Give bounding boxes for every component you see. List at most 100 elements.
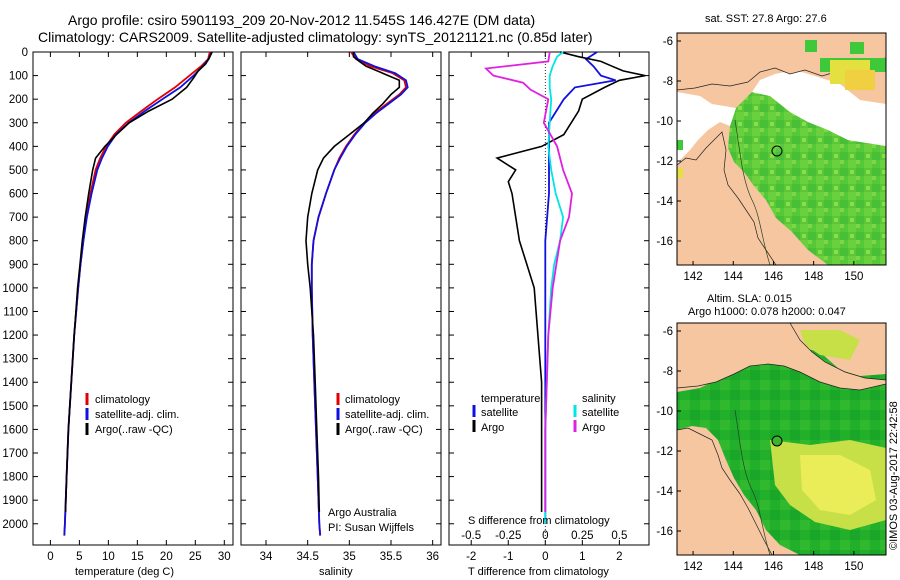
map-y-tick-label: -16 — [656, 236, 673, 248]
x-tick-label-top: -0.5 — [461, 530, 481, 542]
map-y-tick-label: -16 — [656, 526, 673, 538]
plot-frame — [240, 51, 442, 546]
legend-label-argo: Argo(..raw -QC) — [345, 424, 423, 436]
x-tick-label-top: -0.25 — [495, 530, 521, 542]
depth-tick-label: 100 — [9, 71, 28, 83]
sla-australia-land — [677, 427, 773, 555]
sst-map-title: sat. SST: 27.8 Argo: 27.6 — [705, 13, 827, 25]
depth-tick-label: 700 — [9, 212, 28, 224]
sla-map-frame — [676, 322, 887, 556]
series-line-climatology — [310, 51, 407, 536]
imos-credit: ©IMOS 03-Aug-2017 22:42:58 — [888, 401, 900, 550]
sla-map-subtitle: Argo h1000: 0.078 h2000: 0.047 — [688, 306, 846, 318]
series-line-argo-raw-qc- — [64, 51, 213, 513]
x-tick-label: 15 — [131, 551, 144, 563]
sst-australia-land — [677, 131, 777, 265]
plot-frame — [32, 51, 234, 546]
x-tick-label: 5 — [76, 551, 82, 563]
map-x-tick-label: 146 — [764, 271, 783, 283]
depth-tick-label: 1500 — [2, 401, 28, 413]
series-line-salinity-argo — [483, 51, 573, 512]
series-line-satellite-adj-clim- — [63, 51, 213, 536]
sla-png-land — [677, 323, 886, 391]
sst-patch — [677, 140, 683, 150]
x-tick-label: 10 — [102, 551, 115, 563]
depth-tick-label: 1600 — [2, 424, 28, 436]
depth-tick-label: 1000 — [2, 283, 28, 295]
series-line-satellite-adj-clim- — [310, 51, 409, 536]
x-tick-label: 0 — [542, 551, 548, 563]
sst-ocean-field — [728, 92, 886, 265]
depth-tick-label: 900 — [9, 259, 28, 271]
sst-map-frame — [676, 32, 887, 266]
sla-yellow-core — [800, 455, 876, 515]
sla-map-title: Altim. SLA: 0.015 — [707, 293, 792, 305]
map-x-tick-label: 146 — [764, 561, 783, 573]
map-x-tick-label: 144 — [724, 271, 744, 283]
depth-tick-label: 1900 — [2, 495, 28, 507]
map-y-tick-label: -10 — [656, 406, 673, 418]
x-tick-label: 30 — [218, 551, 231, 563]
salinity-panel: 34 34.5 35 35.5 36 — [240, 51, 442, 563]
legend-temp-satellite: satellite — [481, 407, 518, 419]
map-x-tick-label: 148 — [804, 271, 823, 283]
legend-temp-argo: Argo — [481, 422, 504, 434]
x-tick-label: 35.5 — [380, 551, 402, 563]
sla-yellow-north — [800, 330, 860, 360]
map-y-tick-label: -12 — [656, 156, 673, 168]
x-tick-label: 0 — [47, 551, 53, 563]
x-tick-label: 34 — [260, 551, 273, 563]
depth-tick-label: 300 — [9, 118, 28, 130]
sla-map — [677, 323, 886, 555]
depth-tick-label: 1400 — [2, 377, 28, 389]
salinity-annotation-line1: Argo Australia — [328, 507, 397, 519]
x-tick-label: -1 — [503, 551, 513, 563]
depth-tick-label: 2000 — [2, 519, 28, 531]
series-line-temperature-argo — [495, 51, 646, 512]
temperature-panel: 0 5 10 15 20 25 30 — [32, 51, 234, 563]
map-y-tick-label: -8 — [663, 76, 673, 88]
map-y-tick-label: -6 — [663, 36, 673, 48]
x-tick-label: 25 — [189, 551, 202, 563]
depth-tick-label: 1200 — [2, 330, 28, 342]
depth-tick-label: 800 — [9, 236, 28, 248]
sst-profile-marker — [771, 145, 783, 157]
t-diff-xlabel: T difference from climatology — [468, 566, 609, 578]
legend-salinity-title: salinity — [582, 393, 616, 405]
sst-patch — [850, 42, 864, 54]
sla-isobath — [734, 409, 771, 555]
map-x-tick-label: 148 — [804, 561, 823, 573]
x-tick-label: 36 — [426, 551, 439, 563]
sst-patch — [677, 168, 683, 178]
depth-tick-label: 0 — [22, 47, 28, 59]
map-y-tick-label: -12 — [656, 446, 673, 458]
depth-tick-label: 600 — [9, 189, 28, 201]
legend-sal-satellite: satellite — [582, 407, 619, 419]
legend-label-argo: Argo(..raw -QC) — [95, 424, 173, 436]
depth-axis: 0 100 200 300 400 500 600 700 800 900 1000 1100 1200… — [2, 47, 28, 531]
salinity-xlabel: salinity — [319, 566, 353, 578]
x-tick-label: 34.5 — [296, 551, 318, 563]
legend-label-satellite: satellite-adj. clim. — [95, 409, 179, 421]
figure-title-line2: Climatology: CARS2009. Satellite-adjuste… — [38, 29, 593, 45]
sst-isobath — [734, 119, 771, 265]
legend-sal-argo: Argo — [582, 422, 605, 434]
x-tick-label: 1 — [579, 551, 585, 563]
map-y-tick-label: -14 — [656, 196, 673, 208]
difference-panel: -2 -1 0 1 2-0.5 -0.25 0 0.25 0.5 — [448, 51, 650, 563]
temperature-legend: climatology satellite-adj. clim. Argo(..… — [85, 393, 179, 436]
depth-tick-label: 1300 — [2, 354, 28, 366]
depth-tick-label: 1100 — [3, 306, 28, 318]
map-y-tick-label: -8 — [663, 366, 673, 378]
depth-tick-label: 1800 — [2, 472, 28, 484]
map-x-tick-label: 142 — [683, 271, 702, 283]
legend-label-satellite: satellite-adj. clim. — [345, 409, 429, 421]
legend-temperature-title: temperature — [481, 393, 540, 405]
series-line-salinity-satellite — [544, 51, 565, 524]
x-tick-label-top: 0.5 — [611, 530, 627, 542]
temperature-xlabel: temperature (deg C) — [75, 566, 174, 578]
legend-label-climatology: climatology — [95, 394, 151, 406]
sst-white-ocean-2 — [752, 70, 886, 146]
difference-legend: temperature satellite Argo salinity sate… — [472, 393, 619, 434]
